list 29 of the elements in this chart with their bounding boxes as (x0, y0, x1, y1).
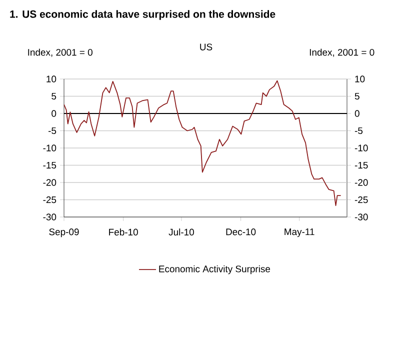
x-tick-label: May-11 (284, 228, 314, 237)
y2-tick-label: 10 (355, 76, 365, 82)
x-tick-label: Jul-10 (168, 228, 194, 236)
y2-tick-label: 0 (354, 110, 360, 117)
y-tick-label: 5 (52, 92, 56, 100)
chart-title: 1. US economic data have surprised on the downside (10, 10, 276, 20)
y-tick-label: -30 (43, 214, 56, 220)
y2-tick-label: -5 (354, 127, 363, 134)
line-series (64, 80, 342, 206)
y-tick-label: -5 (48, 127, 56, 134)
y2-tick-label: -15 (354, 162, 368, 169)
legend-label: Economic Activity Surprise (159, 265, 270, 274)
y-tick-label: -25 (43, 196, 56, 204)
x-tick-label: Sep-09 (49, 228, 79, 238)
y-tick-label: -15 (43, 162, 56, 169)
x-tick-label: Feb-10 (109, 228, 138, 236)
y2-tick-label: -30 (354, 214, 368, 220)
chart-subtitle: US (200, 44, 212, 50)
y-axis-title: Index, 2001 = 0 (28, 48, 92, 57)
y2-axis-title: Index, 2001 = 0 (310, 48, 374, 57)
y-tick-label: 10 (46, 76, 56, 82)
y2-tick-label: 5 (354, 92, 360, 100)
y2-tick-label: -20 (354, 179, 368, 186)
y2-tick-label: -25 (354, 196, 368, 204)
y-tick-label: -10 (43, 144, 56, 152)
y-tick-label: -20 (43, 179, 56, 186)
x-tick-label: Dec-10 (226, 228, 256, 236)
y2-tick-label: -10 (354, 144, 368, 152)
y-tick-label: 0 (52, 110, 56, 117)
